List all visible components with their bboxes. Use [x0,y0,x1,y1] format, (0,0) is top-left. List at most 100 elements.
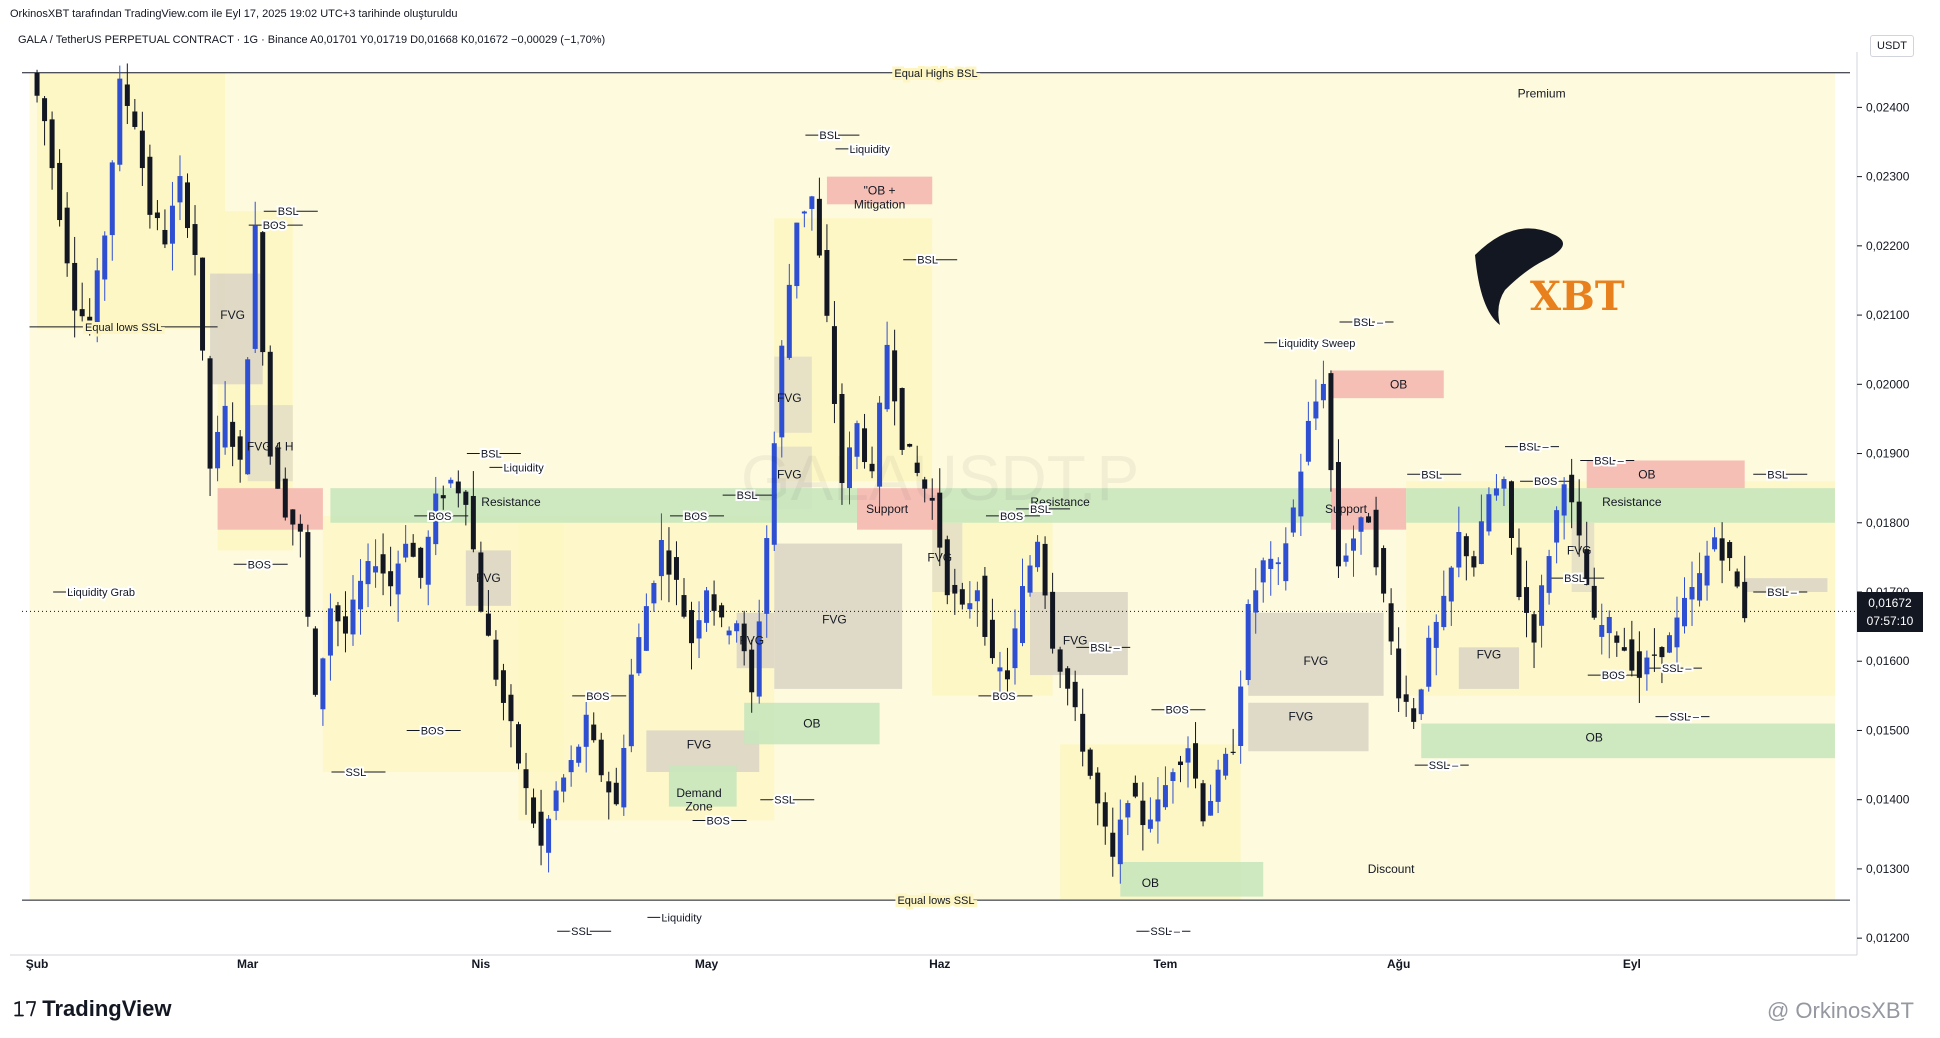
candle-body [1042,543,1048,596]
candle-body [1366,516,1372,523]
candle-body [1117,819,1123,865]
annotation-label: BOS [707,815,730,827]
labels-layer: Equal Highs BSL Equal lows SSL Equal lows … [65,65,1800,940]
candle-body [87,316,93,328]
candle-body [907,443,913,447]
candle-body [237,436,243,460]
brand-footer[interactable]: 𝟷𝟽 TradingView [12,996,171,1022]
candle-body [982,575,988,637]
candle-body [515,724,521,764]
candle-body [673,557,679,580]
candle-body [1501,479,1507,489]
candle-body [154,212,160,219]
annotation-label: BSL – [1767,587,1797,599]
annotation-label: BSL [278,206,299,218]
candle-body [485,613,491,636]
candle-body [1215,769,1221,802]
price-tick-label: 0,02200 [1866,239,1910,253]
price-tick-label: 0,02400 [1866,100,1910,114]
zone-label: FVG [927,550,952,564]
price-tick-label: 0,02000 [1866,377,1910,391]
annotation-label: BOS [586,691,609,703]
candle-body [854,423,860,457]
candle-body [1343,555,1349,562]
zone-label: "OB + [864,183,896,197]
candle-body [1373,509,1379,568]
candle-body [1290,507,1296,533]
green-zone-box [1406,488,1835,523]
annotation-label: BOS [1165,705,1188,717]
zone-label: Support [1325,502,1368,516]
fvg-box [774,543,903,689]
candle-body [944,539,950,596]
candle-body [621,747,627,808]
candle-body [1606,616,1612,634]
candle-body [267,351,273,457]
candle-body [1591,585,1597,618]
symbol-line[interactable]: GALA / TetherUS PERPETUAL CONTRACT · 1G … [18,34,606,46]
candle-body [282,478,288,518]
candle-body [1140,800,1146,826]
candle-body [967,603,973,610]
candle-body [1020,586,1026,644]
candle-body [1584,549,1590,585]
candle-body [914,462,920,473]
candle-body [1614,635,1620,643]
candle-body [734,623,740,632]
candle-body [1298,471,1304,517]
candle-body [862,428,868,463]
zone-label: Support [866,502,909,516]
candle-body [1734,571,1740,587]
zone-label: FVG [822,613,847,627]
candle-body [1057,649,1063,672]
candle-body [493,639,499,680]
candle-body [1554,510,1560,543]
candle-body [538,811,544,846]
candle-body [1050,591,1056,649]
bar-countdown: 07:57:10 [1866,614,1914,628]
candle-body [373,566,379,573]
candle-body [1087,749,1093,776]
candle-body [132,111,138,127]
zone-label: FVG [777,391,802,405]
candle-body [839,393,845,484]
zone-label: FVG [739,633,764,647]
zone-label: OB [1638,467,1655,481]
currency-badge[interactable]: USDT [1870,35,1914,57]
annotation-label: BOS [421,725,444,737]
candle-body [1659,647,1665,658]
candle-body [816,198,822,256]
candles-layer [34,63,1748,884]
zone-label: FVG [1063,633,1088,647]
candle-body [613,782,619,805]
annotation-label: Liquidity [849,144,890,156]
candle-body [365,561,371,585]
candle-body [425,536,431,585]
annotation-label: BSL [1564,573,1585,585]
candle-body [1305,420,1311,462]
candle-body [636,637,642,674]
red-zone-box [217,488,323,530]
candle-body [1155,799,1161,822]
candle-body [410,542,416,557]
zone-label: FVG [220,308,245,322]
candle-body [1689,587,1695,600]
zone-label: FVG [1304,654,1329,668]
price-tick-label: 0,01500 [1866,723,1910,737]
candle-body [794,222,800,287]
candle-body [1599,625,1605,637]
candle-body [1524,587,1530,613]
candle-body [395,563,401,595]
candle-body [1283,543,1289,582]
time-tick-label: May [695,957,719,971]
candle-body [463,491,469,505]
brand-label: TradingView [42,996,172,1021]
candle-body [1697,573,1703,601]
candle-body [1651,654,1657,656]
candle-body [1125,803,1131,818]
zone-label: FVG [1289,710,1314,724]
candle-body [696,620,702,639]
price-tick-label: 0,01400 [1866,793,1910,807]
candle-body [388,571,394,587]
